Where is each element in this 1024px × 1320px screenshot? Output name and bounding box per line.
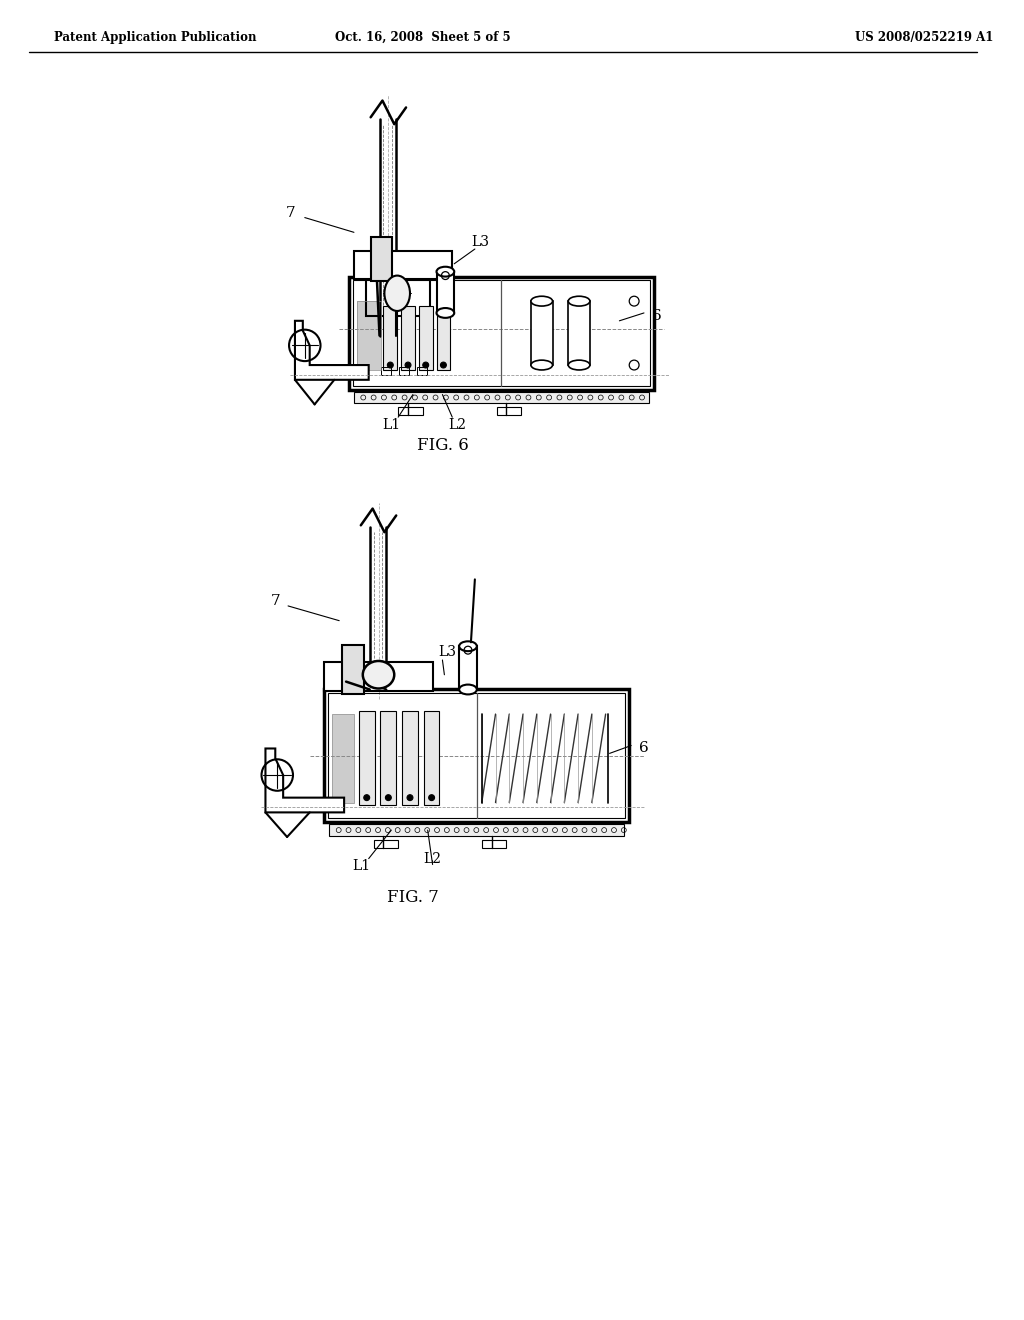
Bar <box>353 280 650 385</box>
Bar <box>325 689 629 822</box>
Bar <box>354 392 649 404</box>
Bar <box>402 711 418 804</box>
Text: FIG. 6: FIG. 6 <box>417 437 468 454</box>
Ellipse shape <box>568 360 590 370</box>
Bar <box>329 693 626 818</box>
Bar <box>436 272 455 313</box>
Bar <box>371 238 392 281</box>
Circle shape <box>423 362 429 368</box>
Text: L2: L2 <box>449 418 466 432</box>
Circle shape <box>429 795 434 801</box>
Text: 6: 6 <box>652 309 662 323</box>
Circle shape <box>387 362 393 368</box>
Bar <box>381 711 396 804</box>
Bar <box>424 711 439 804</box>
Bar <box>354 251 453 279</box>
Bar <box>419 306 432 370</box>
Circle shape <box>440 362 446 368</box>
Bar <box>436 306 451 370</box>
Ellipse shape <box>362 661 394 689</box>
Circle shape <box>364 795 370 801</box>
Ellipse shape <box>459 685 477 694</box>
Ellipse shape <box>530 360 553 370</box>
Bar <box>497 408 521 416</box>
Text: L1: L1 <box>352 859 371 874</box>
Text: 7: 7 <box>270 594 281 609</box>
Bar <box>330 824 625 836</box>
Text: L3: L3 <box>471 235 488 249</box>
Text: FIG. 7: FIG. 7 <box>387 890 439 907</box>
Text: Oct. 16, 2008  Sheet 5 of 5: Oct. 16, 2008 Sheet 5 of 5 <box>335 32 511 44</box>
Bar <box>401 306 415 370</box>
Bar <box>399 367 409 375</box>
Ellipse shape <box>530 296 553 306</box>
Bar <box>333 714 354 803</box>
Ellipse shape <box>384 276 410 312</box>
Circle shape <box>385 795 391 801</box>
Ellipse shape <box>436 308 455 318</box>
Bar <box>349 277 653 389</box>
Text: L1: L1 <box>382 418 400 432</box>
Text: Patent Application Publication: Patent Application Publication <box>54 32 257 44</box>
Ellipse shape <box>459 642 477 651</box>
Bar <box>568 301 590 366</box>
Ellipse shape <box>436 267 455 277</box>
Bar <box>325 661 432 692</box>
Bar <box>459 647 477 689</box>
Bar <box>383 306 397 370</box>
Bar <box>382 367 391 375</box>
Circle shape <box>407 795 413 801</box>
Text: 6: 6 <box>639 742 649 755</box>
Polygon shape <box>295 321 369 380</box>
Text: 7: 7 <box>286 206 296 219</box>
Bar <box>417 367 427 375</box>
Bar <box>357 301 382 370</box>
Circle shape <box>406 362 411 368</box>
Text: US 2008/0252219 A1: US 2008/0252219 A1 <box>855 32 993 44</box>
Bar <box>481 840 506 847</box>
Bar <box>366 279 430 315</box>
Text: L2: L2 <box>424 851 441 866</box>
Bar <box>358 711 375 804</box>
Bar <box>398 408 423 416</box>
Polygon shape <box>265 748 344 812</box>
Bar <box>374 840 398 847</box>
Bar <box>357 301 382 370</box>
Bar <box>342 645 364 694</box>
Ellipse shape <box>568 296 590 306</box>
Text: L3: L3 <box>438 645 457 659</box>
Bar <box>530 301 553 366</box>
